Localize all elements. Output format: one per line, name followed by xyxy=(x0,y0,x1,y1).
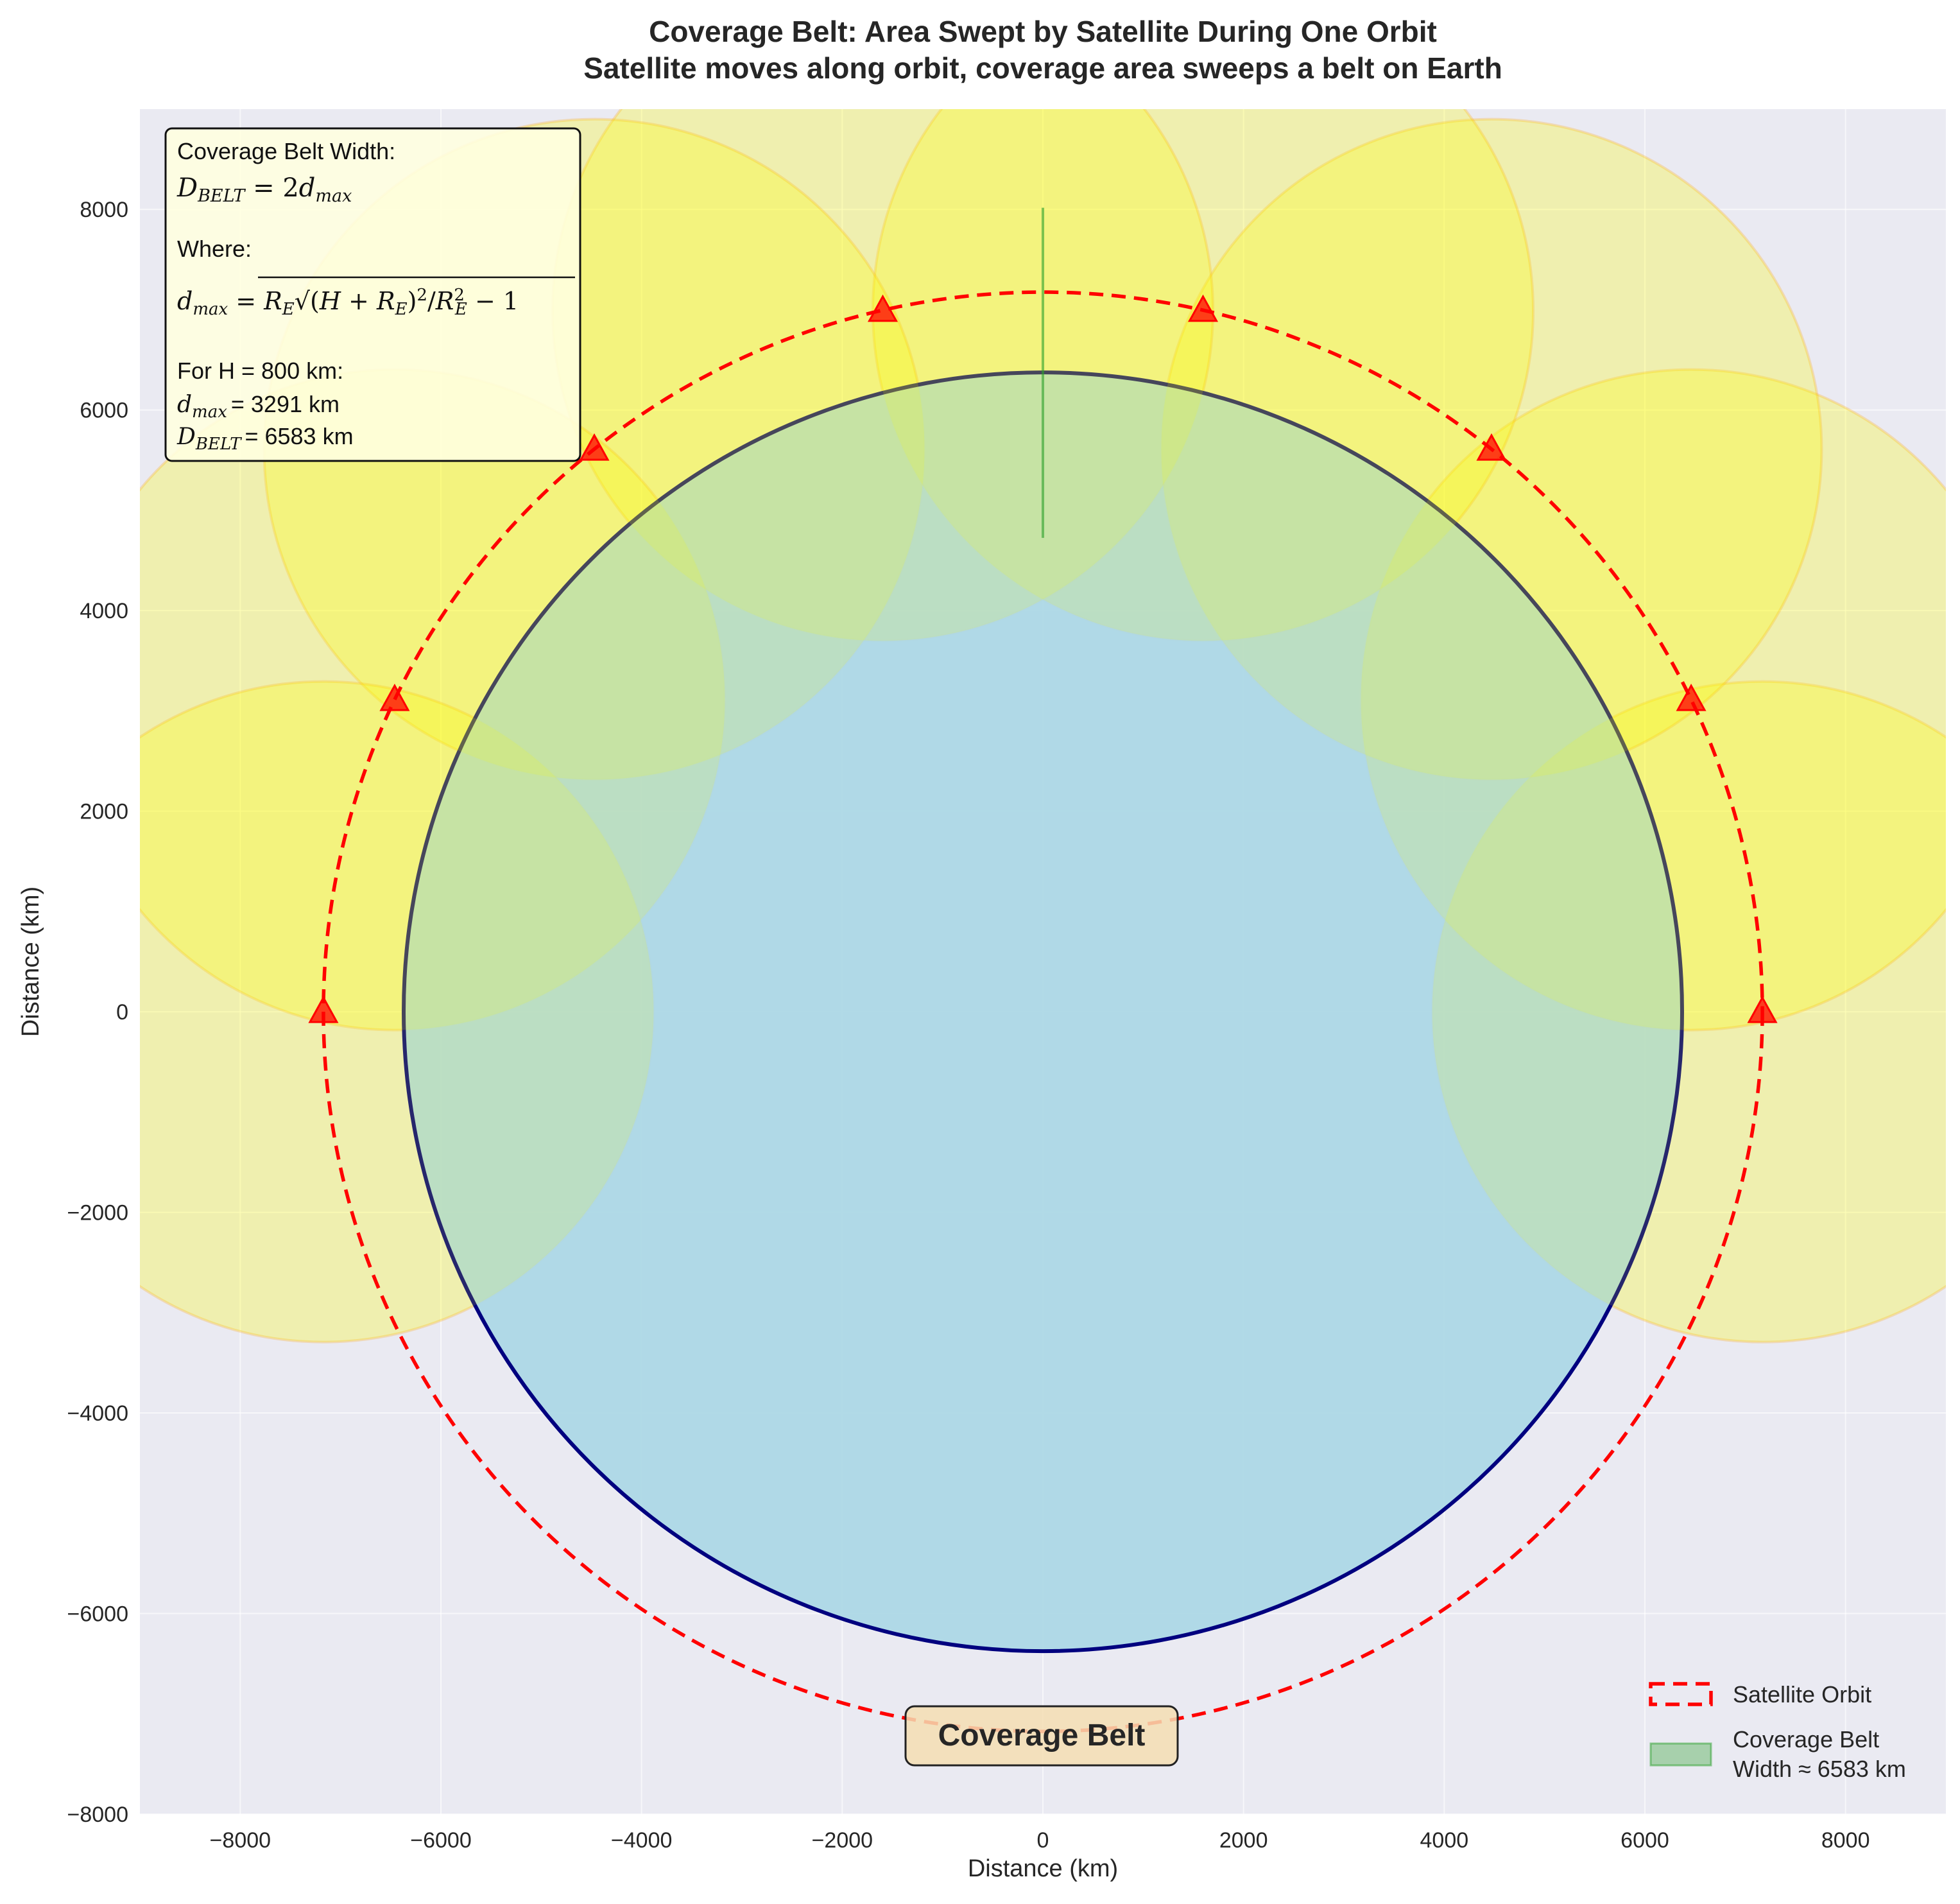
satellite-marker xyxy=(308,996,339,1023)
x-tick-label: −4000 xyxy=(611,1828,673,1853)
y-tick-label: −4000 xyxy=(67,1401,129,1426)
coverage-overlay xyxy=(1432,681,1946,1342)
info-line-dmax-value: dmax = 3291 km xyxy=(177,391,340,422)
y-tick-label: 6000 xyxy=(80,399,128,423)
coverage-belt-label-box: Coverage Belt xyxy=(904,1705,1179,1767)
satellite-marker xyxy=(1676,683,1706,711)
info-line-where: Where: xyxy=(177,236,252,262)
satellite-marker xyxy=(379,683,410,711)
legend-belt-label-line2: Width ≈ 6583 km xyxy=(1733,1756,1906,1782)
chart-subtitle: Satellite moves along orbit, coverage ar… xyxy=(583,51,1502,85)
y-tick-label: 4000 xyxy=(80,599,128,623)
x-tick-label: 6000 xyxy=(1620,1828,1669,1853)
info-formula-dmax: dmax = RE√(H + RE)2/R2 E − 1 xyxy=(177,286,519,319)
satellite-marker xyxy=(579,433,610,461)
y-tick-label: −6000 xyxy=(67,1602,129,1627)
legend-belt-label-line1: Coverage Belt xyxy=(1733,1726,1879,1753)
x-tick-label: −6000 xyxy=(410,1828,472,1853)
satellite-marker xyxy=(1187,294,1219,322)
satellite-marker xyxy=(1476,433,1507,461)
y-tick-labels: −8000 −6000 −4000 −2000 0 2000 4000 6000 8000 xyxy=(67,198,129,1827)
info-line-belt-width: Coverage Belt Width: xyxy=(177,138,395,164)
x-tick-label: 0 xyxy=(1037,1828,1049,1853)
y-axis-label: Distance (km) xyxy=(17,887,44,1037)
x-tick-label: −2000 xyxy=(812,1828,873,1853)
y-tick-label: −8000 xyxy=(67,1803,129,1827)
legend-orbit-label: Satellite Orbit xyxy=(1733,1681,1871,1708)
x-tick-label: 8000 xyxy=(1821,1828,1870,1853)
legend: Satellite Orbit Coverage Belt Width ≈ 65… xyxy=(1649,1681,1906,1782)
x-axis-label: Distance (km) xyxy=(968,1855,1118,1882)
satellite-marker xyxy=(1747,996,1778,1023)
x-tick-label: −8000 xyxy=(210,1828,271,1853)
y-tick-label: 0 xyxy=(116,1000,128,1025)
coverage-overlay xyxy=(140,369,725,1030)
coverage-overlay xyxy=(553,109,1213,641)
satellite-markers xyxy=(308,294,1778,1023)
legend-orbit-swatch xyxy=(1649,1682,1713,1706)
x-tick-label: 4000 xyxy=(1420,1828,1469,1853)
info-line-for-h: For H = 800 km: xyxy=(177,358,343,384)
x-tick-label: 2000 xyxy=(1219,1828,1268,1853)
legend-belt-swatch xyxy=(1649,1742,1712,1767)
chart-title: Coverage Belt: Area Swept by Satellite D… xyxy=(649,15,1437,48)
coverage-overlay xyxy=(1361,369,1946,1030)
y-tick-label: 2000 xyxy=(80,800,128,824)
x-tick-labels: −8000 −6000 −4000 −2000 0 2000 4000 6000 8000 xyxy=(210,1828,1870,1853)
y-tick-label: 8000 xyxy=(80,198,128,222)
info-line-dbelt-value: DBELT = 6583 km xyxy=(176,423,354,454)
coverage-overlay xyxy=(873,109,1533,641)
satellite-marker xyxy=(867,294,898,322)
y-tick-label: −2000 xyxy=(67,1201,129,1225)
coverage-overlay xyxy=(140,681,654,1342)
info-box: Coverage Belt Width: DBELT = 2dmax Where… xyxy=(164,127,581,462)
coverage-belt-label: Coverage Belt xyxy=(938,1718,1146,1753)
